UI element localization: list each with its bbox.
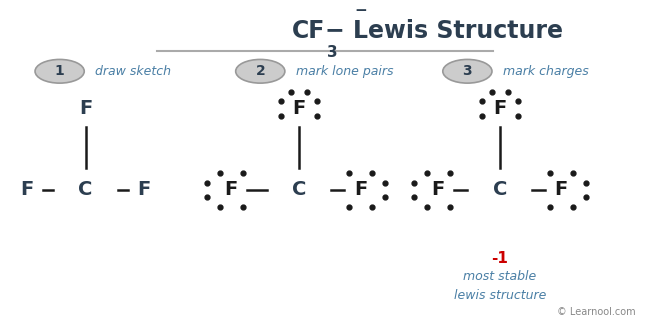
Text: F: F [493,99,506,118]
Text: 2: 2 [255,64,265,78]
Text: − Lewis Structure: − Lewis Structure [325,19,563,43]
Text: C: C [292,180,306,199]
Text: mark lone pairs: mark lone pairs [296,65,393,78]
Text: 3: 3 [463,64,472,78]
Text: F: F [137,180,150,199]
Text: 1: 1 [55,64,64,78]
Text: F: F [79,99,92,118]
Text: F: F [432,180,445,199]
Text: F: F [292,99,306,118]
Text: −: − [354,3,367,18]
Circle shape [236,60,285,83]
Text: mark charges: mark charges [503,65,589,78]
Text: 3: 3 [327,45,337,60]
Text: draw sketch: draw sketch [96,65,171,78]
Text: F: F [554,180,568,199]
Text: © Learnool.com: © Learnool.com [557,308,636,317]
Text: F: F [224,180,238,199]
Text: C: C [79,180,93,199]
Circle shape [443,60,492,83]
Circle shape [35,60,84,83]
Text: lewis structure: lewis structure [454,289,546,302]
Text: F: F [21,180,34,199]
Text: F: F [354,180,367,199]
Text: most stable: most stable [463,270,536,283]
Text: C: C [493,180,507,199]
Text: CF: CF [292,19,325,43]
Text: -1: -1 [491,251,508,266]
